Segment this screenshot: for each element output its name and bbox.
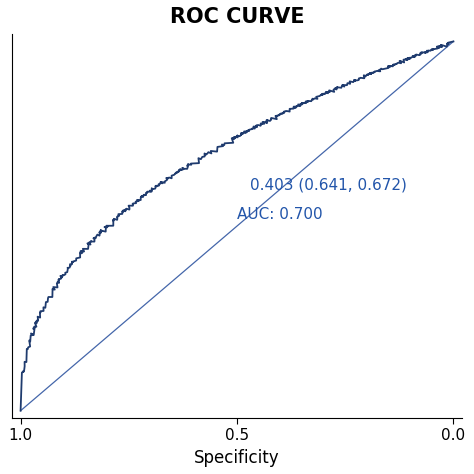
X-axis label: Specificity: Specificity (194, 449, 280, 467)
Title: ROC CURVE: ROC CURVE (170, 7, 304, 27)
Text: 0.403 (0.641, 0.672): 0.403 (0.641, 0.672) (250, 177, 407, 192)
Text: AUC: 0.700: AUC: 0.700 (237, 207, 323, 222)
